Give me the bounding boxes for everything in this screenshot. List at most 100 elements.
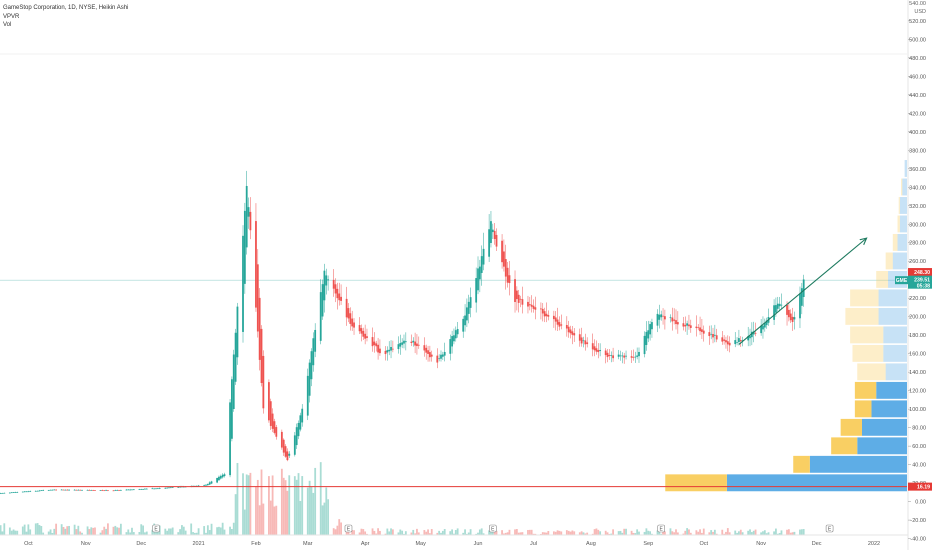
candle-body: [349, 313, 352, 324]
volume-bar: [1, 531, 4, 535]
support-price-badge[interactable]: 16.19: [908, 482, 932, 491]
candle-body: [375, 343, 378, 347]
volume-bar: [151, 529, 154, 535]
time-tick-label: Aug: [586, 541, 596, 547]
vpvr-up-bar: [883, 326, 907, 344]
candle-body: [260, 328, 263, 383]
volume-bar: [506, 532, 509, 535]
vpvr-up-bar: [878, 289, 907, 307]
earnings-marker[interactable]: [657, 524, 666, 533]
volume-bar: [787, 529, 790, 535]
candle-body: [249, 211, 252, 231]
volume-bar: [686, 528, 689, 535]
volume-bar: [16, 530, 19, 535]
volume-bar: [417, 532, 420, 535]
candle-body: [573, 333, 576, 336]
volume-bar: [75, 529, 78, 535]
volume-bar: [127, 529, 130, 535]
time-tick-label: 2021: [192, 541, 204, 547]
trend-arrow[interactable]: [738, 238, 867, 345]
volume-bar: [630, 530, 633, 535]
volume-bar: [477, 532, 479, 535]
candle-body: [131, 489, 133, 491]
earnings-marker[interactable]: [344, 524, 353, 533]
volume-bar: [689, 532, 692, 535]
vpvr-up-bar: [878, 307, 907, 325]
candle-body: [428, 352, 431, 358]
candle-body: [364, 333, 367, 339]
volume-bar: [469, 529, 472, 535]
volume-bar: [427, 529, 429, 535]
candle-body: [793, 317, 796, 320]
volume-bar: [92, 527, 95, 535]
volume-bar: [712, 531, 714, 535]
candle-body: [21, 491, 24, 493]
vpvr-down-bar: [892, 233, 898, 251]
price-tick-label: 360.00: [909, 167, 926, 173]
volume-bar: [88, 529, 91, 535]
candle-body: [676, 322, 679, 325]
volume-bar: [789, 532, 792, 535]
volume-bar: [0, 525, 2, 535]
vpvr-up-bar: [899, 197, 907, 214]
candle-body: [545, 313, 548, 317]
volume-bar: [155, 529, 157, 535]
candle-body: [234, 332, 237, 382]
volume-bar: [107, 523, 109, 535]
candle-body: [297, 422, 300, 437]
candle-body: [64, 489, 67, 491]
candle-body: [508, 275, 511, 284]
legend-vpvr[interactable]: VPVR: [3, 13, 20, 20]
candle-body: [560, 324, 563, 326]
candle-body: [129, 489, 132, 491]
candle-body: [684, 324, 687, 327]
high-price-badge[interactable]: 248.30: [908, 268, 932, 277]
ticker-flag[interactable]: GME: [895, 276, 908, 285]
volume-bar: [604, 530, 607, 535]
candle-body: [34, 490, 37, 492]
volume-bar: [60, 524, 63, 535]
price-tick-label: 320.00: [909, 204, 926, 210]
volume-bar: [90, 527, 93, 535]
candle-body: [81, 489, 83, 491]
price-tick-label: 420.00: [909, 111, 926, 117]
volume-bar: [242, 473, 244, 535]
candle-body: [347, 308, 350, 319]
candle-body: [747, 336, 750, 341]
candle-body: [478, 266, 481, 280]
earnings-marker[interactable]: [825, 524, 834, 533]
volume-bar: [530, 529, 533, 535]
vpvr-down-bar: [840, 418, 862, 436]
earnings-marker[interactable]: [489, 524, 497, 533]
volume-bar: [256, 479, 259, 535]
earnings-marker[interactable]: [152, 524, 160, 533]
volume-bar: [197, 528, 200, 535]
candle-body: [219, 476, 222, 479]
candle-body: [299, 415, 302, 430]
volume-bar: [262, 503, 265, 535]
volume-bar: [142, 525, 144, 535]
volume-bar: [612, 529, 614, 535]
volume-bar: [478, 529, 481, 535]
candle-body: [763, 322, 766, 328]
legend-vol[interactable]: Vol: [3, 22, 12, 28]
volume-bar: [221, 522, 224, 535]
candle-body: [323, 270, 326, 301]
volume-bar: [565, 530, 568, 535]
time-tick-label: Apr: [361, 541, 370, 547]
candle-body: [282, 439, 285, 453]
volume-bar: [144, 532, 146, 535]
candle-body: [77, 489, 80, 491]
candle-body: [625, 355, 627, 357]
price-tick-label: 480.00: [909, 56, 926, 62]
legend-symbol[interactable]: GameStop Corporation, 1D, NYSE, Heikin A…: [3, 5, 129, 11]
candle-body: [223, 474, 226, 477]
candle-body: [534, 307, 537, 310]
volume-bar: [360, 528, 363, 535]
price-tick-label: 520.00: [909, 19, 926, 25]
price-tick-label: 140.00: [909, 370, 926, 376]
volume-bar: [521, 532, 524, 535]
